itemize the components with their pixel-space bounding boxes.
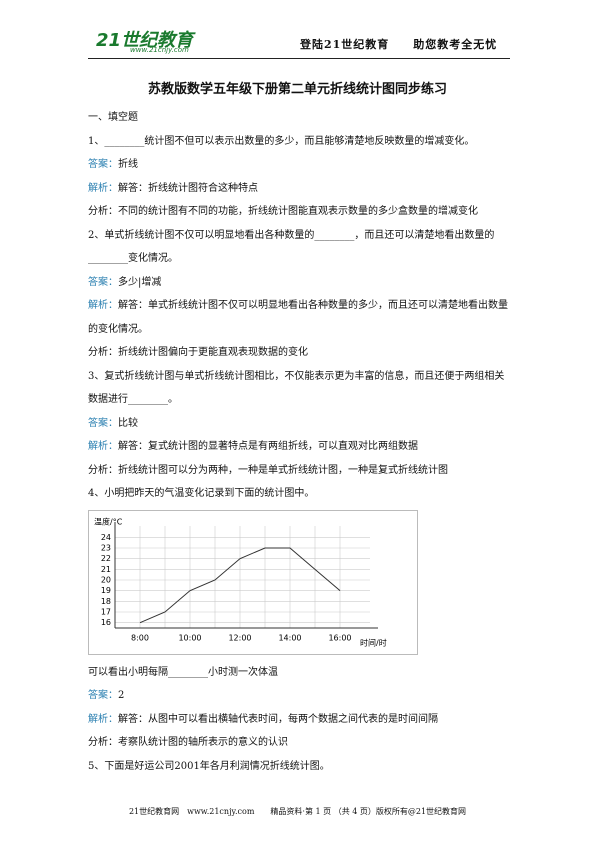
- paragraph: 分析：考察队统计图的轴所表示的意义的认识: [88, 731, 513, 755]
- footer: 21世纪教育网 www.21cnjy.com 精品资料·第 1 页 （共 4 页…: [128, 807, 467, 816]
- y-tick-label: 23: [101, 543, 111, 552]
- text: 2、单式折线统计图不仅可以明显地看出各种数量的________，而且还可以清楚地…: [88, 229, 495, 265]
- paragraph: 分析：折线统计图可以分为两种，一种是单式折线统计图，一种是复式折线统计图: [88, 459, 513, 483]
- x-axis-label: 时间/时: [360, 637, 387, 647]
- text: 分析：不同的统计图有不同的功能，折线统计图能直观表示数量的多少盒数量的增减变化: [88, 206, 478, 217]
- text: 解答：单式折线统计图不仅可以明显地看出各种数量的多少，而且还可以清楚地看出数量的…: [88, 300, 508, 335]
- paragraph: 可以看出小明每隔________小时测一次体温: [88, 661, 513, 685]
- text: 比较: [118, 417, 138, 429]
- paragraph: 5、下面是好运公司2001年各月利润情况折线统计图。: [88, 755, 513, 779]
- text: 分析：考察队统计图的轴所表示的意义的认识: [88, 737, 288, 748]
- x-tick-label: 12:00: [228, 633, 251, 642]
- y-tick-label: 18: [101, 596, 111, 605]
- logo: 21世纪教育: [96, 30, 194, 51]
- y-tick-label: 20: [101, 575, 111, 584]
- paragraph: 4、小明把昨天的气温变化记录到下面的统计图中。: [88, 482, 513, 506]
- text: 解答：折线统计图符合这种特点: [118, 182, 258, 194]
- logo-url: www.21cnjy.com: [130, 46, 189, 54]
- text: 解答：复式统计图的显著特点是有两组折线，可以直观对比两组数据: [118, 441, 418, 452]
- y-tick-label: 24: [101, 532, 111, 541]
- text: 多少|增减: [118, 276, 162, 288]
- x-tick-label: 14:00: [278, 633, 301, 642]
- y-tick-label: 17: [101, 607, 111, 616]
- blocks: 1、________统计图不但可以表示出数量的多少，而且能够清楚地反映数量的增减…: [88, 130, 513, 506]
- label: 解析：: [88, 713, 118, 725]
- label: 解析：: [88, 441, 118, 452]
- label: 答案：: [88, 159, 118, 170]
- paragraph: 3、复式折线统计图与单式折线统计图相比，不仅能表示更为丰富的信息，而且还便于两组…: [88, 365, 513, 412]
- text: 2: [118, 690, 125, 701]
- slogan: 登陆21世纪教育 助您教考全无忧: [300, 38, 498, 51]
- label: 答案：: [88, 276, 118, 288]
- frame: [88, 509, 418, 655]
- title: 苏教版数学五年级下册第二单元折线统计图同步练习: [147, 82, 447, 97]
- paragraph: 解析：解答：从图中可以看出横轴代表时间，每两个数据之间代表的是时间间隔: [88, 708, 513, 732]
- paragraph: 解析：解答：复式统计图的显著特点是有两组折线，可以直观对比两组数据: [88, 435, 513, 459]
- text: 1、________统计图不但可以表示出数量的多少，而且能够清楚地反映数量的增减…: [88, 135, 475, 147]
- paragraph: 分析：折线统计图偏向于更能直观表现数据的变化: [88, 341, 513, 365]
- y-tick-label: 16: [101, 618, 111, 627]
- x-tick-label: 16:00: [328, 633, 351, 642]
- text: 分析：折线统计图可以分为两种，一种是单式折线统计图，一种是复式折线统计图: [88, 464, 448, 476]
- paragraph: 答案：多少|增减: [88, 271, 513, 295]
- y-tick-label: 22: [101, 554, 111, 563]
- line: [139, 547, 341, 623]
- text: 5、下面是好运公司2001年各月利润情况折线统计图。: [88, 760, 330, 772]
- section: 一、填空题: [88, 112, 138, 123]
- label: 答案：: [88, 690, 118, 701]
- y-axis-label: 温度/°C: [94, 516, 123, 526]
- paragraph: 解析：解答：折线统计图符合这种特点: [88, 177, 513, 201]
- label: 答案：: [88, 417, 118, 429]
- paragraph: 答案：折线: [88, 153, 513, 177]
- text: 可以看出小明每隔________小时测一次体温: [88, 666, 278, 678]
- blocks: 可以看出小明每隔________小时测一次体温 答案：2 解析：解答：从图中可以看出…: [88, 661, 513, 779]
- text: 折线: [118, 159, 138, 170]
- text: 3、复式折线统计图与单式折线统计图相比，不仅能表示更为丰富的信息，而且还便于两组…: [88, 370, 505, 406]
- paragraph: 答案：2: [88, 684, 513, 708]
- y-tick-label: 19: [101, 586, 111, 595]
- y-tick-label: 21: [101, 564, 111, 573]
- text: 4、小明把昨天的气温变化记录到下面的统计图中。: [88, 488, 315, 499]
- paragraph: 答案：比较: [88, 412, 513, 436]
- paragraph: 2、单式折线统计图不仅可以明显地看出各种数量的________，而且还可以清楚地…: [88, 224, 513, 271]
- x-tick-label: 10:00: [178, 633, 201, 642]
- text: 解答：从图中可以看出横轴代表时间，每两个数据之间代表的是时间间隔: [118, 713, 438, 725]
- text: 分析：折线统计图偏向于更能直观表现数据的变化: [88, 347, 308, 358]
- header-rule: [88, 58, 510, 59]
- label: 解析：: [88, 300, 118, 311]
- x-tick-label: 8:00: [131, 633, 149, 642]
- label: 解析：: [88, 182, 118, 194]
- paragraph: 1、________统计图不但可以表示出数量的多少，而且能够清楚地反映数量的增减…: [88, 130, 513, 154]
- content: 一、填空题 1、________统计图不但可以表示出数量的多少，而且能够清楚地反…: [88, 106, 513, 778]
- paragraph: 分析：不同的统计图有不同的功能，折线统计图能直观表示数量的多少盒数量的增减变化: [88, 200, 513, 224]
- paragraph: 解析：解答：单式折线统计图不仅可以明显地看出各种数量的多少，而且还可以清楚地看出…: [88, 294, 513, 341]
